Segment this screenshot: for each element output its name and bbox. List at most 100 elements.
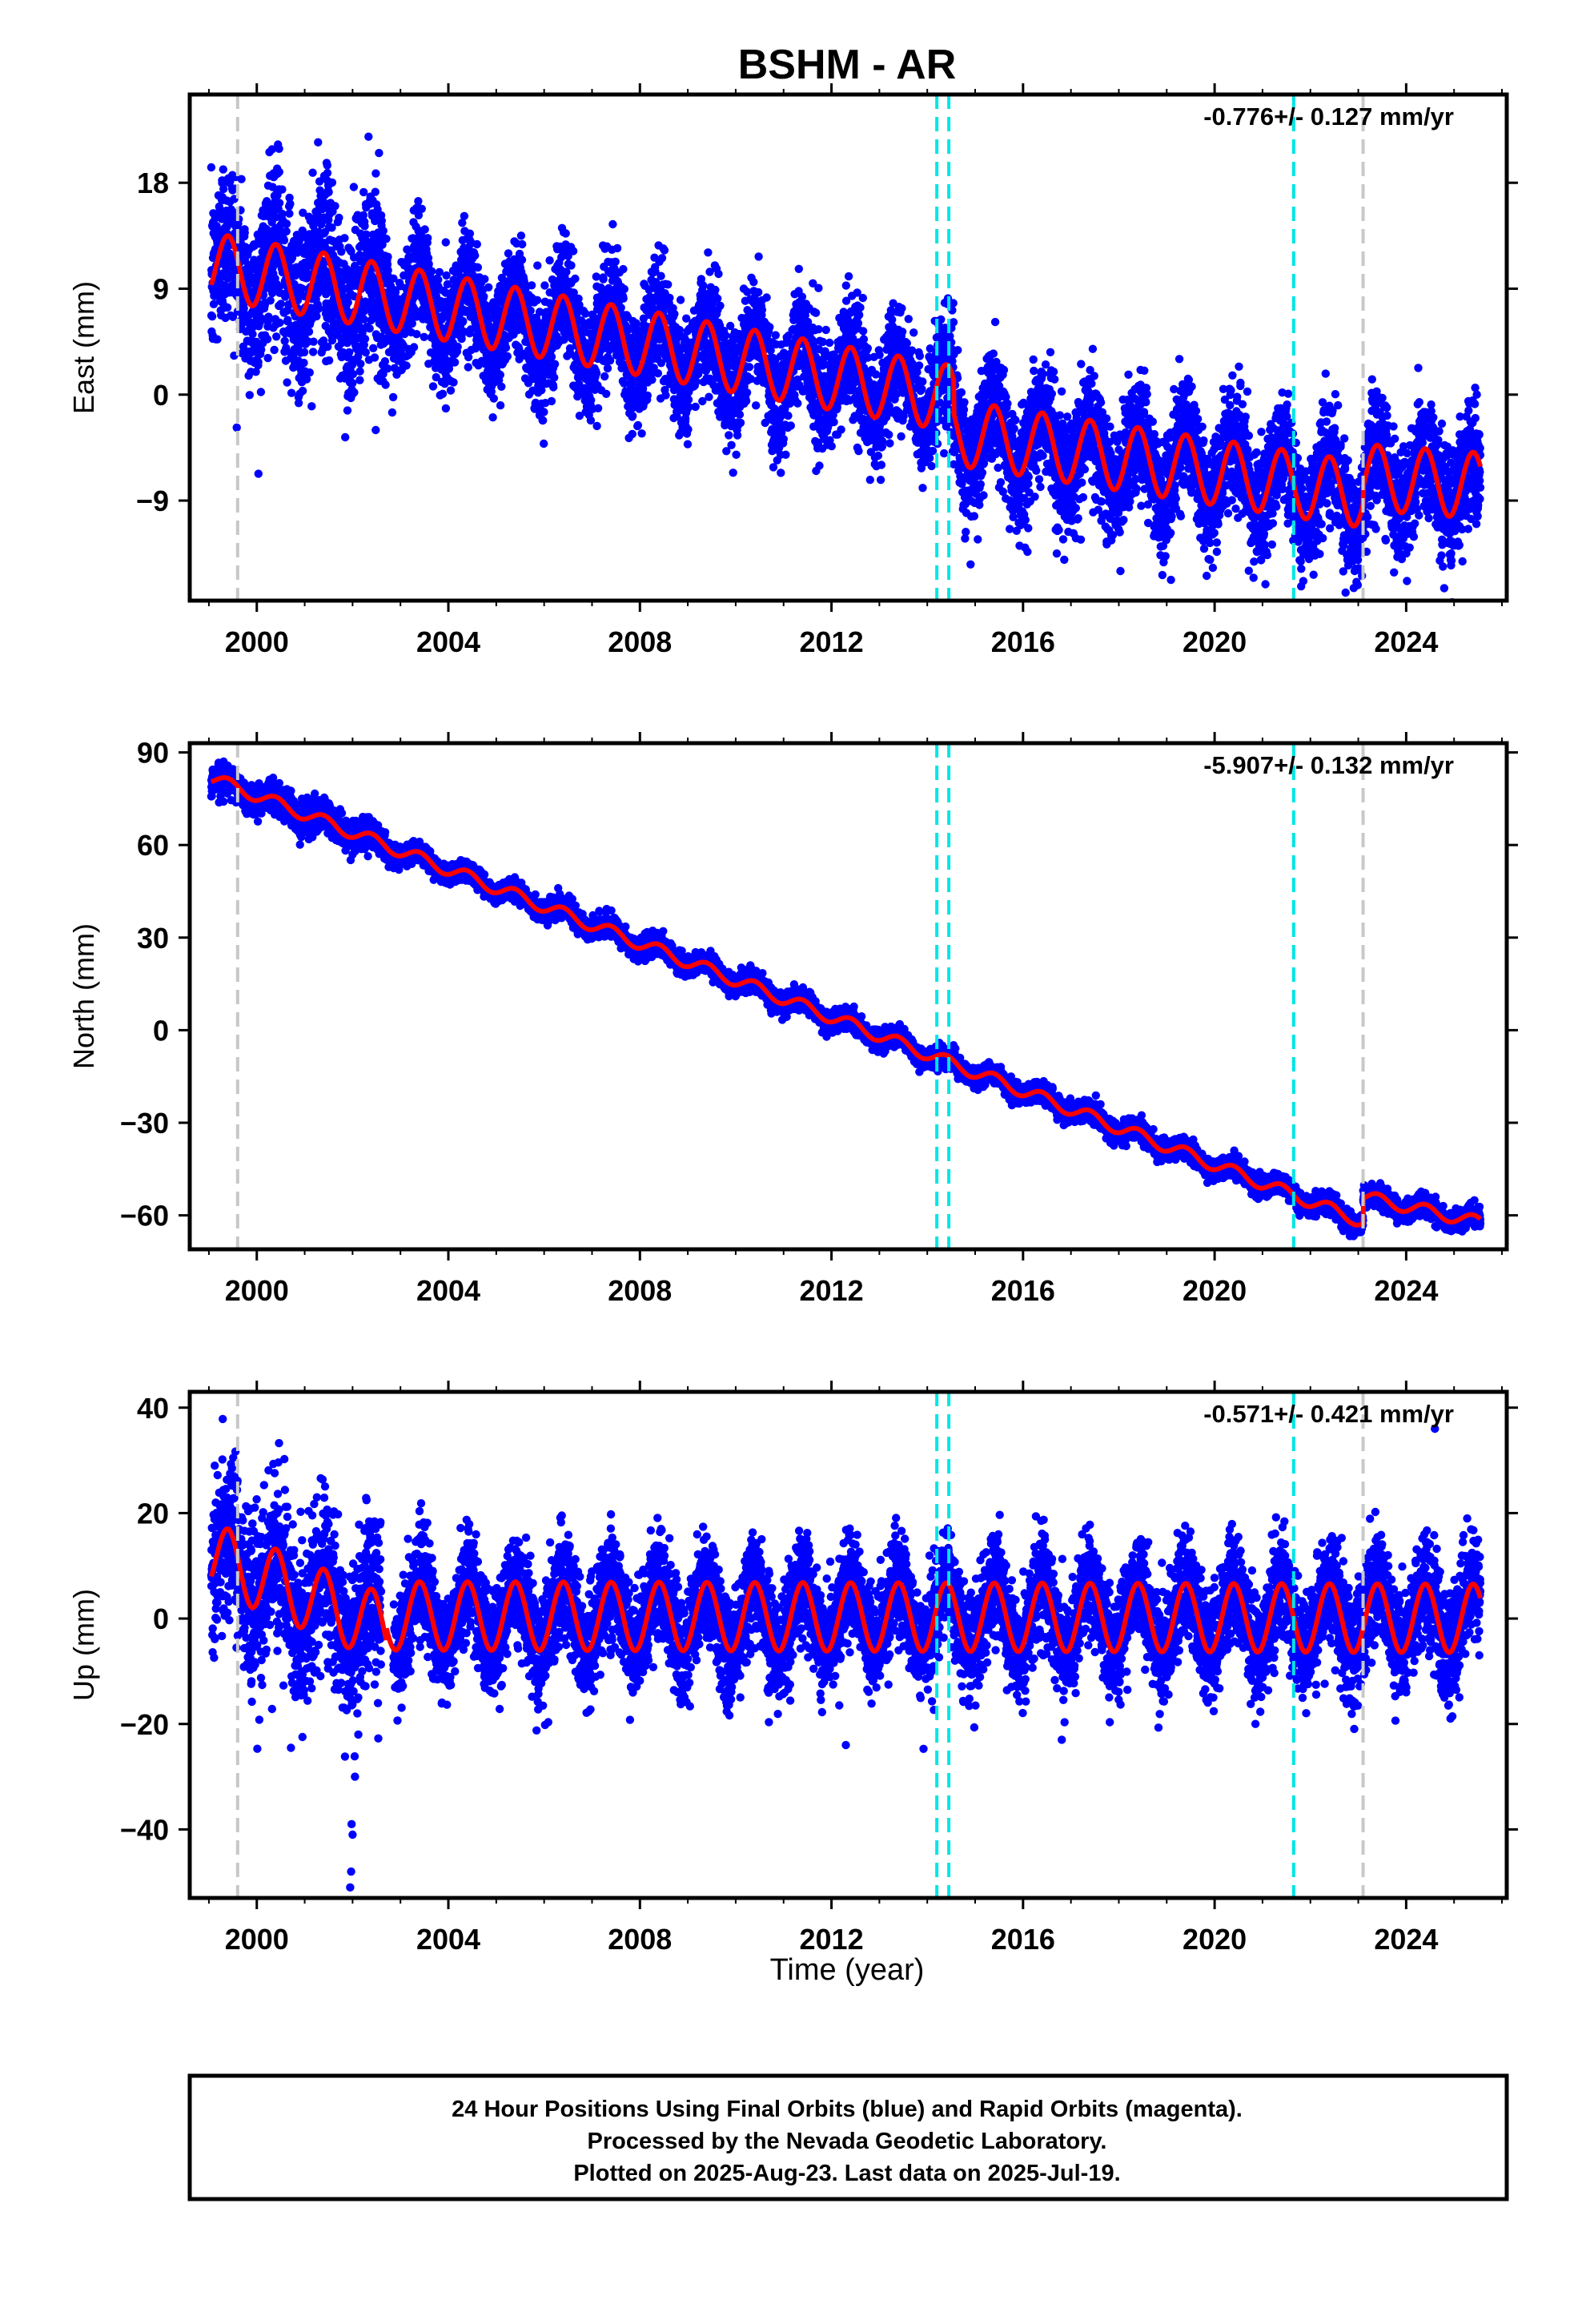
data-point [264,312,273,321]
data-point [279,235,289,245]
data-point [441,404,451,413]
data-point [496,370,504,380]
data-point [633,420,643,430]
data-point [257,345,266,354]
data-point [754,252,763,261]
data-point [628,412,637,420]
data-point [359,187,368,197]
data-point [388,392,398,402]
data-point [412,330,421,339]
data-point [704,248,713,257]
data-point [276,300,285,308]
data-point [370,353,379,362]
data-point [752,401,761,410]
data-point [540,408,548,416]
data-point [547,396,556,406]
data-point [844,271,853,281]
data-point [532,296,542,304]
data-point [670,309,679,319]
data-point [632,319,640,328]
data-point [527,281,536,290]
chart-title: BSHM - AR [738,42,957,88]
data-point [207,163,216,172]
data-point [762,293,771,302]
data-point [371,187,379,196]
data-point [794,264,803,273]
data-point [705,392,713,401]
data-point [825,338,834,348]
data-point [369,344,378,352]
data-point [793,399,802,408]
data-point [449,378,458,387]
data-point [331,202,339,211]
data-point [356,360,365,368]
data-point [283,378,291,387]
data-point [337,247,346,256]
data-point [282,227,291,236]
data-point [480,292,488,301]
data-point [664,280,673,289]
data-point [268,183,277,191]
data-point [571,274,580,283]
data-point [350,388,359,397]
data-point [420,225,429,234]
data-point [771,331,780,340]
data-point [275,144,283,153]
data-point [716,301,725,310]
data-point [324,356,334,365]
data-point [345,348,354,357]
data-point [600,372,609,381]
data-point [561,229,570,238]
data-point [814,283,823,292]
data-point [665,293,674,303]
data-point [446,386,456,395]
data-point [517,255,527,264]
data-point [856,303,865,312]
data-point [480,275,489,283]
data-point [272,332,281,341]
data-point [442,271,451,280]
data-point [450,358,460,367]
data-point [855,311,864,320]
data-point [858,293,868,303]
data-point [360,335,370,344]
data-point [713,294,722,303]
data-point [209,300,219,308]
data-point [355,367,364,376]
data-point [256,388,266,396]
data-point [271,213,280,222]
data-point [550,360,560,368]
data-point [711,285,720,295]
data-point [364,132,373,141]
data-point [815,461,824,470]
data-point [387,408,397,417]
data-point [661,391,670,400]
data-point [343,298,352,307]
data-point [488,413,497,422]
data-point [457,334,466,344]
data-point [383,252,392,261]
data-point [381,380,390,389]
data-point [684,425,693,434]
data-point [765,323,774,332]
data-point [248,330,257,339]
data-point [727,440,736,449]
data-point [721,331,730,340]
data-point [207,312,217,321]
data-point [453,342,462,352]
data-point [348,379,357,388]
data-point [365,324,374,333]
data-point [567,261,576,270]
data-point [270,345,279,355]
data-point [602,389,611,398]
data-point [441,238,450,247]
data-point [811,308,821,317]
data-point [611,257,620,266]
data-point [280,336,289,345]
data-point [545,256,554,265]
data-point [859,335,869,344]
data-point [251,368,260,376]
data-point [540,281,549,290]
